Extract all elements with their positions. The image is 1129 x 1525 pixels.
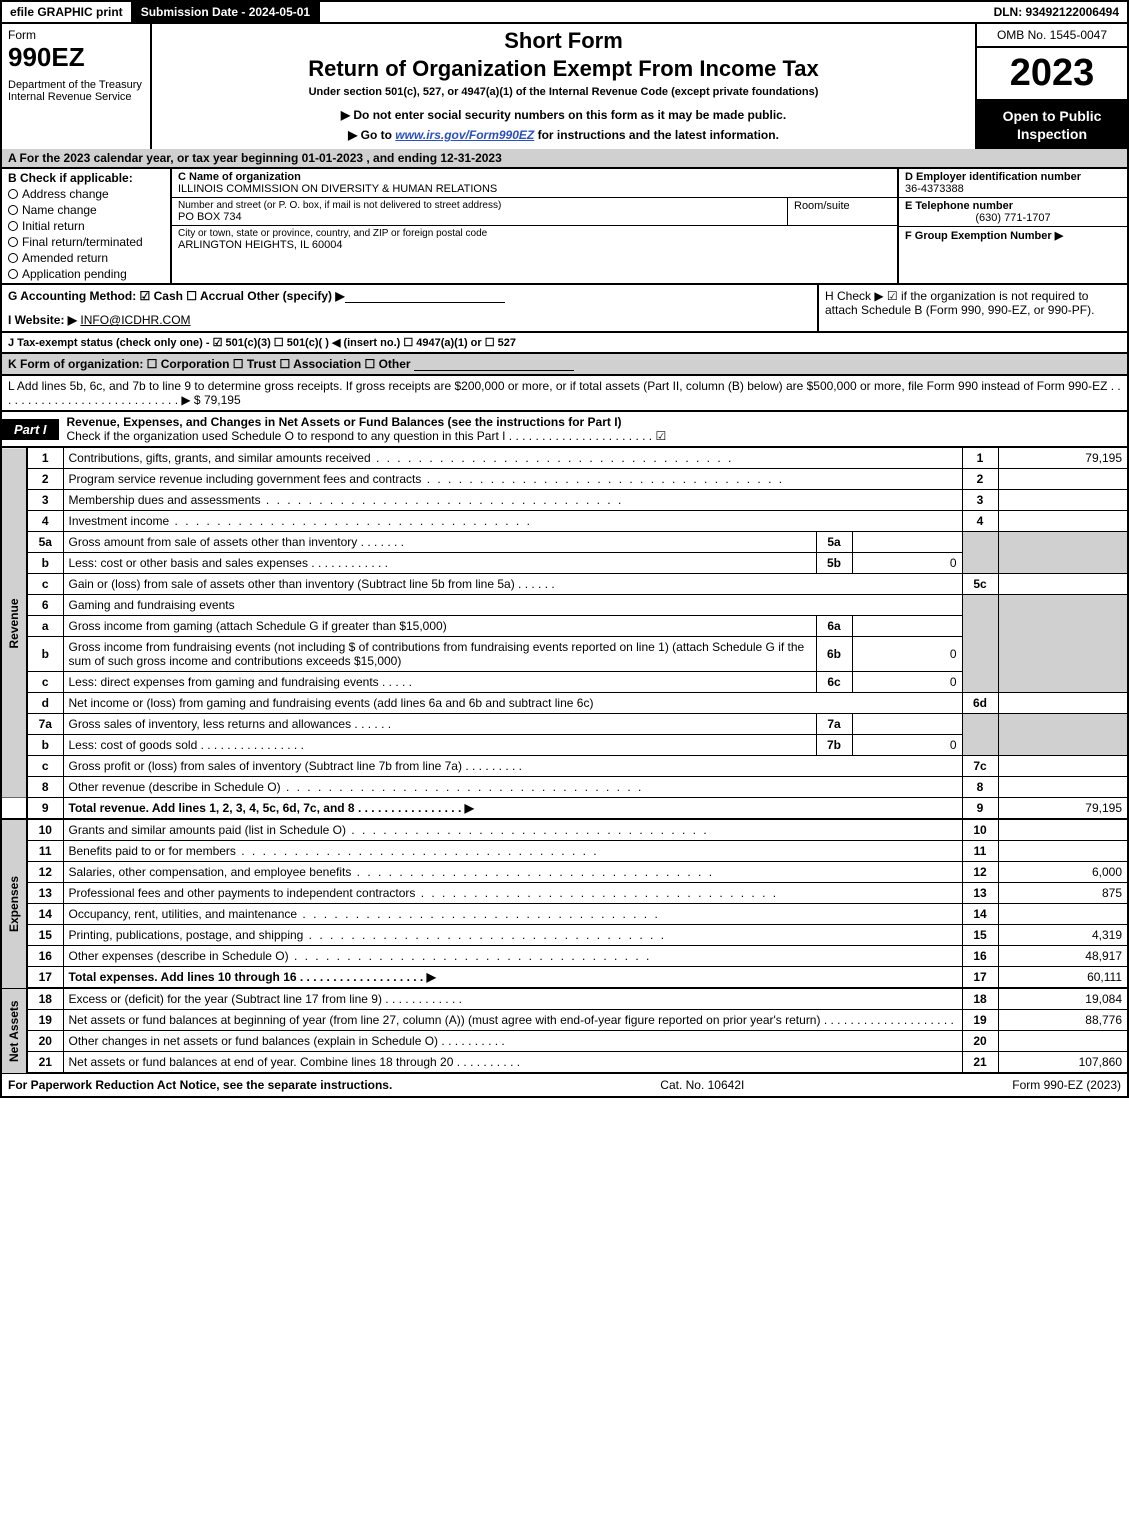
netassets-side-label: Net Assets (1, 989, 27, 1073)
tax-year: 2023 (977, 48, 1127, 101)
block-bcdef: B Check if applicable: Address change Na… (0, 169, 1129, 285)
row-k: K Form of organization: ☐ Corporation ☐ … (0, 354, 1129, 376)
title-short-form: Short Form (160, 28, 967, 54)
phone-value: (630) 771-1707 (905, 212, 1121, 224)
line-9-value: 79,195 (998, 798, 1128, 820)
city-value: ARLINGTON HEIGHTS, IL 60004 (178, 239, 891, 251)
other-org-input[interactable] (414, 357, 574, 371)
open-inspection: Open to Public Inspection (977, 101, 1127, 149)
part-i-header: Part I Revenue, Expenses, and Changes in… (0, 412, 1129, 448)
irs-link[interactable]: www.irs.gov/Form990EZ (395, 128, 534, 142)
header-left: Form 990EZ Department of the Treasury In… (2, 24, 152, 149)
part-i-tab: Part I (2, 419, 59, 440)
col-c: C Name of organization ILLINOIS COMMISSI… (172, 169, 897, 283)
ein-value: 36-4373388 (905, 183, 1121, 195)
d-header: D Employer identification number (905, 171, 1121, 183)
street-value: PO BOX 734 (178, 211, 781, 223)
line-21-value: 107,860 (998, 1052, 1128, 1074)
dln: DLN: 93492122006494 (986, 2, 1127, 22)
col-b: B Check if applicable: Address change Na… (2, 169, 172, 283)
line-1-value: 79,195 (998, 448, 1128, 469)
i-label: I Website: ▶ (8, 313, 77, 327)
goto-line: ▶ Go to www.irs.gov/Form990EZ for instru… (160, 128, 967, 142)
form-label: Form (8, 28, 144, 42)
street-label: Number and street (or P. O. box, if mail… (178, 200, 781, 211)
org-name: ILLINOIS COMMISSION ON DIVERSITY & HUMAN… (178, 183, 891, 195)
title-return: Return of Organization Exempt From Incom… (160, 56, 967, 82)
h-schedule-b: H Check ▶ ☑ if the organization is not r… (817, 285, 1127, 331)
other-specify-input[interactable] (345, 289, 505, 303)
cb-application-pending[interactable]: Application pending (8, 267, 164, 281)
efile-label[interactable]: efile GRAPHIC print (2, 2, 133, 22)
footer-left: For Paperwork Reduction Act Notice, see … (8, 1078, 392, 1092)
col-def: D Employer identification number 36-4373… (897, 169, 1127, 283)
footer-right: Form 990-EZ (2023) (1012, 1078, 1121, 1092)
part-i-sub: Check if the organization used Schedule … (67, 429, 1119, 443)
page-footer: For Paperwork Reduction Act Notice, see … (0, 1074, 1129, 1098)
g-accounting: G Accounting Method: ☑ Cash ☐ Accrual Ot… (2, 285, 817, 331)
form-header: Form 990EZ Department of the Treasury In… (0, 24, 1129, 149)
f-header: F Group Exemption Number ▶ (905, 229, 1121, 242)
form-number: 990EZ (8, 42, 144, 73)
b-header: B Check if applicable: (8, 171, 164, 185)
e-header: E Telephone number (905, 200, 1121, 212)
submission-date: Submission Date - 2024-05-01 (133, 2, 320, 22)
footer-mid: Cat. No. 10642I (660, 1078, 744, 1092)
website-value[interactable]: INFO@ICDHR.COM (80, 313, 190, 327)
expenses-table: Expenses 10 Grants and similar amounts p… (0, 820, 1129, 989)
cb-amended-return[interactable]: Amended return (8, 251, 164, 265)
cb-name-change[interactable]: Name change (8, 203, 164, 217)
revenue-side-label: Revenue (1, 448, 27, 798)
room-suite: Room/suite (787, 198, 897, 225)
line-1-text: Contributions, gifts, grants, and simila… (63, 448, 962, 469)
row-a: A For the 2023 calendar year, or tax yea… (0, 149, 1129, 169)
top-bar: efile GRAPHIC print Submission Date - 20… (0, 0, 1129, 24)
revenue-table: Revenue 1 Contributions, gifts, grants, … (0, 448, 1129, 820)
subtitle: Under section 501(c), 527, or 4947(a)(1)… (160, 86, 967, 98)
city-label: City or town, state or province, country… (178, 228, 891, 239)
c-name-label: C Name of organization (178, 171, 891, 183)
header-center: Short Form Return of Organization Exempt… (152, 24, 977, 149)
cb-final-return[interactable]: Final return/terminated (8, 235, 164, 249)
dept-label: Department of the Treasury Internal Reve… (8, 79, 144, 103)
expenses-side-label: Expenses (1, 820, 27, 988)
row-l: L Add lines 5b, 6c, and 7b to line 9 to … (0, 376, 1129, 412)
part-i-title: Revenue, Expenses, and Changes in Net As… (59, 412, 1127, 446)
row-gh: G Accounting Method: ☑ Cash ☐ Accrual Ot… (0, 285, 1129, 333)
row-j: J Tax-exempt status (check only one) - ☑… (0, 333, 1129, 354)
cb-initial-return[interactable]: Initial return (8, 219, 164, 233)
omb-number: OMB No. 1545-0047 (977, 24, 1127, 48)
netassets-table: Net Assets 18 Excess or (deficit) for th… (0, 989, 1129, 1074)
cb-address-change[interactable]: Address change (8, 187, 164, 201)
header-right: OMB No. 1545-0047 2023 Open to Public In… (977, 24, 1127, 149)
ssn-notice: ▶ Do not enter social security numbers o… (160, 108, 967, 122)
